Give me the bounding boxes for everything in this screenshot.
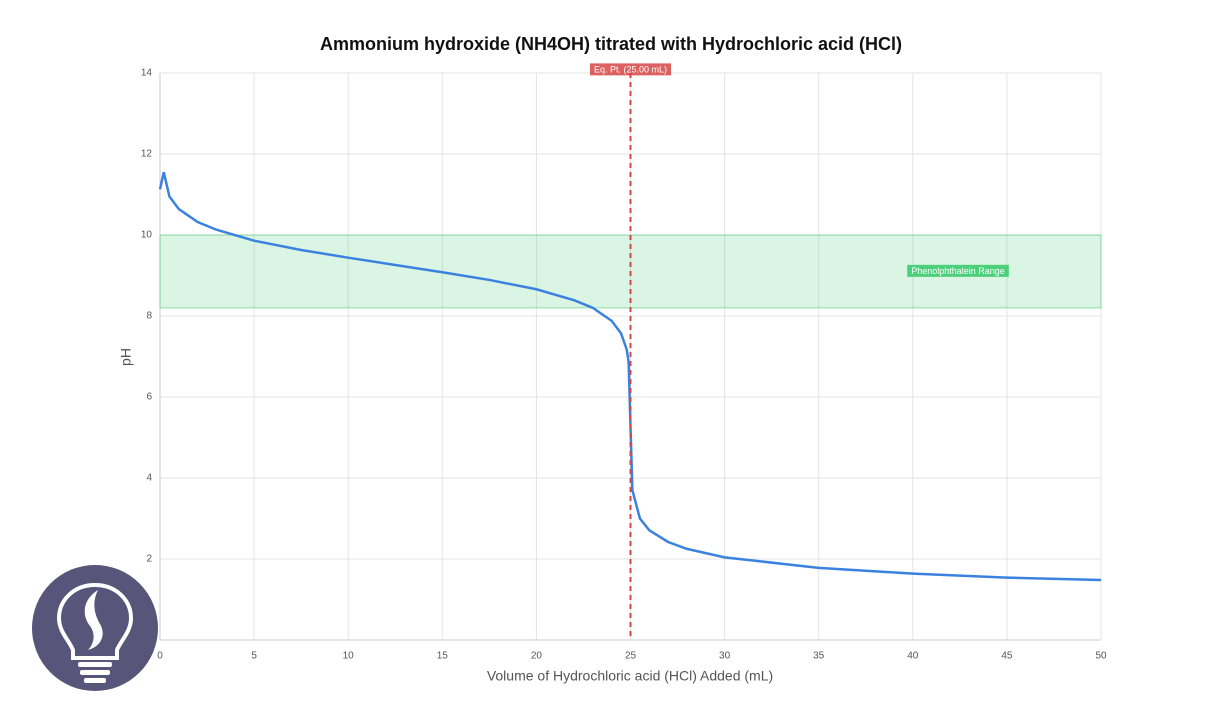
x-tick-label: 15 (437, 651, 449, 662)
x-tick-label: 10 (343, 651, 355, 662)
band-label-bg (907, 264, 1009, 277)
x-tick-label: 0 (157, 651, 163, 662)
x-tick-label: 5 (251, 651, 257, 662)
logo (32, 565, 158, 691)
y-tick-label: 2 (146, 554, 152, 565)
y-tick-label: 12 (141, 149, 153, 160)
y-axis-title: pH (118, 348, 134, 366)
plot: 0246810121405101520253035404550Phenolpht… (141, 63, 1107, 662)
x-tick-label: 20 (531, 651, 543, 662)
vline-label-bg (589, 63, 672, 76)
x-tick-label: 35 (813, 651, 825, 662)
x-tick-label: 25 (625, 651, 637, 662)
x-tick-label: 45 (1001, 651, 1013, 662)
y-tick-label: 10 (141, 230, 153, 241)
x-tick-label: 50 (1095, 651, 1107, 662)
x-axis-title: Volume of Hydrochloric acid (HCl) Added … (487, 668, 773, 684)
y-tick-label: 14 (141, 68, 153, 79)
y-tick-label: 8 (146, 311, 152, 322)
titration-curve (158, 171, 1102, 582)
y-tick-label: 4 (146, 473, 152, 484)
chart-title: Ammonium hydroxide (NH4OH) titrated with… (320, 34, 902, 54)
vline-label: Eq. Pt. (25.00 mL) (594, 64, 667, 74)
band-label: Phenolphthalein Range (911, 266, 1005, 276)
y-tick-label: 6 (146, 392, 152, 403)
x-tick-label: 30 (719, 651, 731, 662)
x-tick-label: 40 (907, 651, 919, 662)
